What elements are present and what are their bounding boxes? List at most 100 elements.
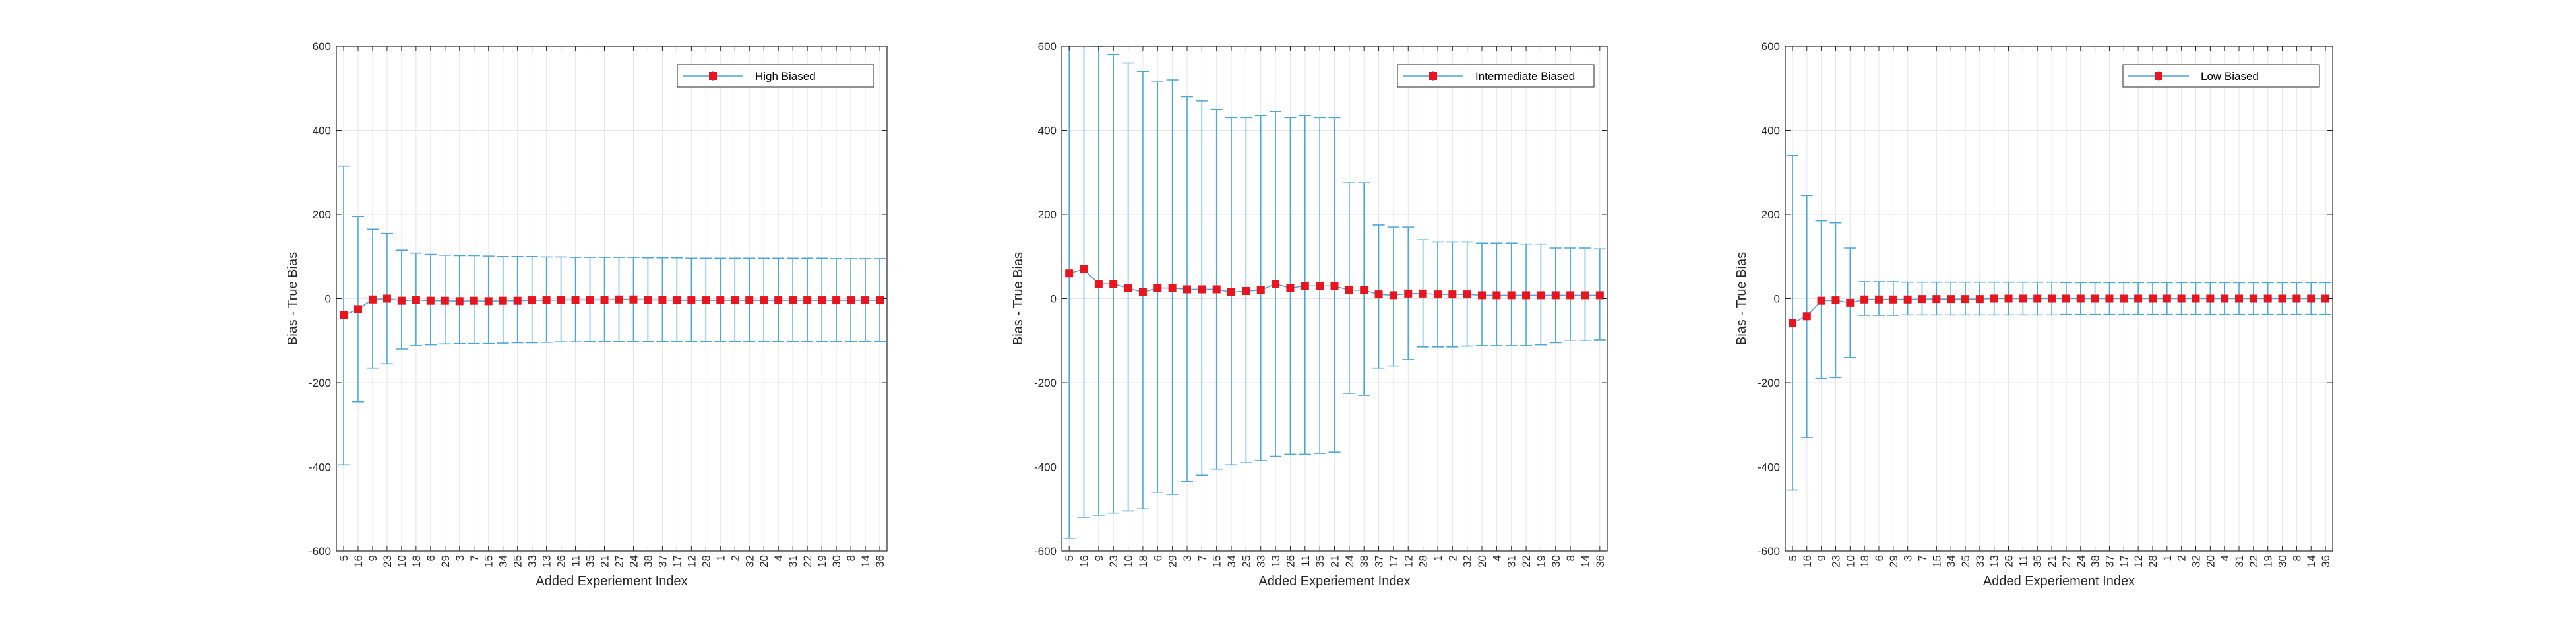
y-tick-label: -600 [1758,545,1780,558]
data-point [600,296,609,304]
x-tick-label: 36 [874,555,886,568]
data-point [499,296,507,305]
x-axis-label: Added Experiement Index [1258,574,1410,589]
x-tick-label: 18 [1858,555,1871,568]
data-point [2206,294,2215,303]
data-point [1286,284,1295,292]
x-tick-label: 20 [758,555,770,568]
data-point [1256,286,1265,294]
data-point [1345,286,1353,294]
data-point [353,305,362,313]
data-point [1153,284,1162,292]
y-tick-label: 200 [1762,209,1780,221]
x-tick-label: 33 [1974,555,1986,568]
data-point [1918,295,1926,304]
x-tick-label: 22 [1520,555,1533,568]
data-point [1272,280,1280,288]
data-point [1374,290,1383,299]
x-tick-label: 8 [845,555,857,561]
data-point [1903,295,1912,304]
y-axis-label: Bias - True Bias [286,252,300,345]
y-tick-label: 0 [1774,293,1780,306]
x-tick-label: 24 [627,555,640,568]
data-point [774,296,783,305]
x-tick-label: 11 [570,555,582,567]
x-tick-label: 27 [2060,555,2073,568]
legend-label: Low Biased [2201,70,2259,82]
x-tick-label: 30 [2277,555,2289,568]
x-tick-label: 5 [1063,555,1076,561]
y-tick-label: -400 [309,461,331,474]
x-tick-label: 9 [1816,555,1828,561]
data-point [2249,294,2257,303]
data-point [2134,294,2143,303]
x-tick-label: 1 [1432,555,1444,561]
x-tick-label: 4 [1490,555,1503,561]
data-point [1961,295,1970,304]
data-point [2221,294,2229,303]
x-tick-label: 15 [1930,555,1943,568]
data-point [528,296,536,305]
x-tick-label: 9 [1093,555,1105,561]
data-point [557,296,565,304]
y-axis-ticks: 600 400 200 0 -200 -400 -600 [1034,40,1607,558]
legend-marker [709,72,717,80]
data-point [1492,291,1501,300]
data-point [832,296,841,305]
x-tick-label: 2 [1446,555,1459,561]
y-tick-label: -400 [1758,461,1780,474]
x-tick-label: 29 [439,555,452,568]
x-tick-label: 34 [1225,555,1238,568]
y-tick-label: 600 [313,40,331,53]
x-tick-label: 6 [1151,555,1164,561]
data-markers [339,294,884,319]
x-tick-label: 17 [2118,555,2130,568]
data-point [1212,285,1221,294]
data-point [760,296,768,305]
x-tick-label: 14 [2305,555,2317,568]
x-tick-label: 10 [396,555,408,568]
data-point [1566,291,1575,300]
x-tick-label: 11 [1299,555,1312,567]
data-point [383,294,391,303]
data-point [2076,294,2085,303]
data-point [455,297,464,306]
data-point [1932,295,1941,304]
data-point [2278,294,2286,303]
data-point [1507,291,1516,300]
x-tick-label: 35 [584,555,597,568]
x-tick-label: 21 [2046,555,2058,568]
x-tick-label: 29 [1887,555,1900,568]
x-tick-label: 22 [801,555,814,568]
y-tick-label: -600 [1034,545,1057,558]
data-point [1316,282,1324,290]
x-tick-label: 13 [541,555,553,568]
y-tick-label: -200 [1034,377,1057,389]
data-point [687,296,696,305]
data-point [1109,280,1118,288]
x-tick-label: 27 [613,555,625,568]
data-point [1419,289,1427,298]
data-point [876,296,884,305]
x-tick-label: 17 [671,555,683,568]
x-tick-label: 8 [1564,555,1577,561]
y-tick-label: 600 [1038,40,1057,53]
data-point [1080,265,1088,273]
data-point [1788,319,1796,327]
y-tick-label: -600 [309,545,331,558]
data-point [2048,294,2056,303]
x-tick-label: 13 [1988,555,2001,568]
data-point [1242,287,1250,296]
data-point [1975,295,1984,304]
x-tick-label: 13 [1270,555,1282,568]
x-tick-label: 10 [1122,555,1135,568]
data-point [1389,291,1397,300]
x-tick-label: 38 [642,555,654,568]
data-point [2307,294,2315,303]
data-point [629,295,638,304]
data-point [1138,288,1147,296]
data-point [1330,282,1339,290]
data-point [702,296,710,305]
data-point [818,296,826,305]
